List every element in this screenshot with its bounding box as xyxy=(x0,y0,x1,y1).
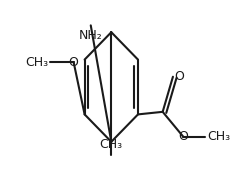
Text: CH₃: CH₃ xyxy=(207,130,230,143)
Text: CH₃: CH₃ xyxy=(100,138,123,151)
Text: O: O xyxy=(175,70,184,83)
Text: NH₂: NH₂ xyxy=(79,29,103,42)
Text: O: O xyxy=(178,130,188,143)
Text: CH₃: CH₃ xyxy=(25,56,48,69)
Text: O: O xyxy=(69,56,78,69)
